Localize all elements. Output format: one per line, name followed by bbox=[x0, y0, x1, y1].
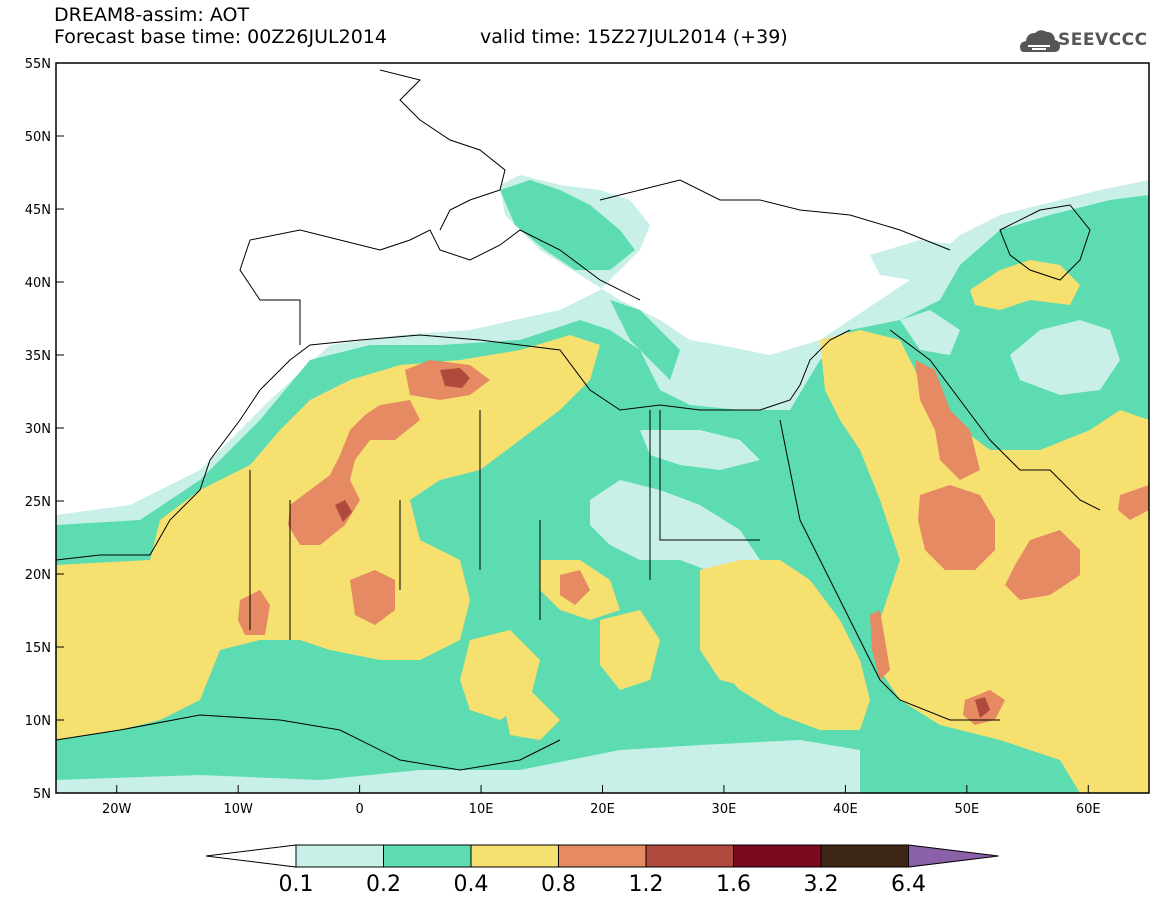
colorbar-swatch bbox=[558, 844, 647, 868]
colorbar-label: 0.8 bbox=[541, 872, 576, 897]
lon-tick-label: 10E bbox=[469, 802, 494, 817]
colorbar-swatch bbox=[295, 844, 384, 868]
lat-tick-label: 15N bbox=[25, 641, 51, 656]
forecast-base-time: Forecast base time: 00Z26JUL2014 bbox=[54, 26, 387, 48]
lat-tick-label: 45N bbox=[25, 203, 51, 218]
coastlines bbox=[55, 69, 1101, 771]
lon-tick-label: 0 bbox=[355, 802, 363, 817]
colorbar-swatch bbox=[733, 844, 822, 868]
colorbar-label: 1.6 bbox=[716, 872, 751, 897]
lat-tick-label: 5N bbox=[33, 787, 51, 802]
lon-tick-label: 20E bbox=[590, 802, 615, 817]
lat-tick-label: 55N bbox=[25, 57, 51, 72]
logo-text: SEEVCCC bbox=[1058, 30, 1148, 50]
colorbar-swatch bbox=[820, 844, 909, 868]
lat-tick-label: 25N bbox=[25, 495, 51, 510]
colorbar-swatch bbox=[645, 844, 734, 868]
lon-tick-label: 50E bbox=[954, 802, 979, 817]
lat-tick-label: 10N bbox=[25, 714, 51, 729]
lon-tick-label: 20W bbox=[102, 802, 132, 817]
forecast-title: DREAM8-assim: AOT bbox=[54, 4, 250, 26]
cloud-icon bbox=[1020, 30, 1060, 52]
lon-tick-label: 10W bbox=[223, 802, 253, 817]
colorbar-min-arrow bbox=[205, 844, 297, 868]
colorbar-label: 0.2 bbox=[366, 872, 401, 897]
colorbar: 0.1 0.2 0.4 0.8 1.2 1.6 3.2 6.4 bbox=[205, 844, 999, 897]
lat-tick-label: 50N bbox=[25, 130, 51, 145]
colorbar-label: 3.2 bbox=[804, 872, 839, 897]
colorbar-label: 6.4 bbox=[891, 872, 926, 897]
lon-tick-label: 60E bbox=[1076, 802, 1101, 817]
aot-field bbox=[56, 175, 1149, 793]
forecast-valid-time: valid time: 15Z27JUL2014 (+39) bbox=[480, 26, 788, 48]
colorbar-label: 0.4 bbox=[454, 872, 489, 897]
map-axes: 20W 10W 0 10E 20E 30E 40E 50E 60E 55N 50N 45N 40N 35N… bbox=[25, 57, 1101, 817]
colorbar-swatch bbox=[383, 844, 472, 868]
lon-tick-label: 30E bbox=[712, 802, 737, 817]
colorbar-label: 0.1 bbox=[279, 872, 314, 897]
colorbar-label: 1.2 bbox=[629, 872, 664, 897]
lat-tick-label: 40N bbox=[25, 276, 51, 291]
colorbar-max-arrow bbox=[908, 844, 999, 868]
lat-tick-label: 30N bbox=[25, 422, 51, 437]
lon-tick-label: 40E bbox=[833, 802, 858, 817]
lat-tick-label: 35N bbox=[25, 349, 51, 364]
colorbar-swatch bbox=[470, 844, 559, 868]
lat-tick-label: 20N bbox=[25, 568, 51, 583]
